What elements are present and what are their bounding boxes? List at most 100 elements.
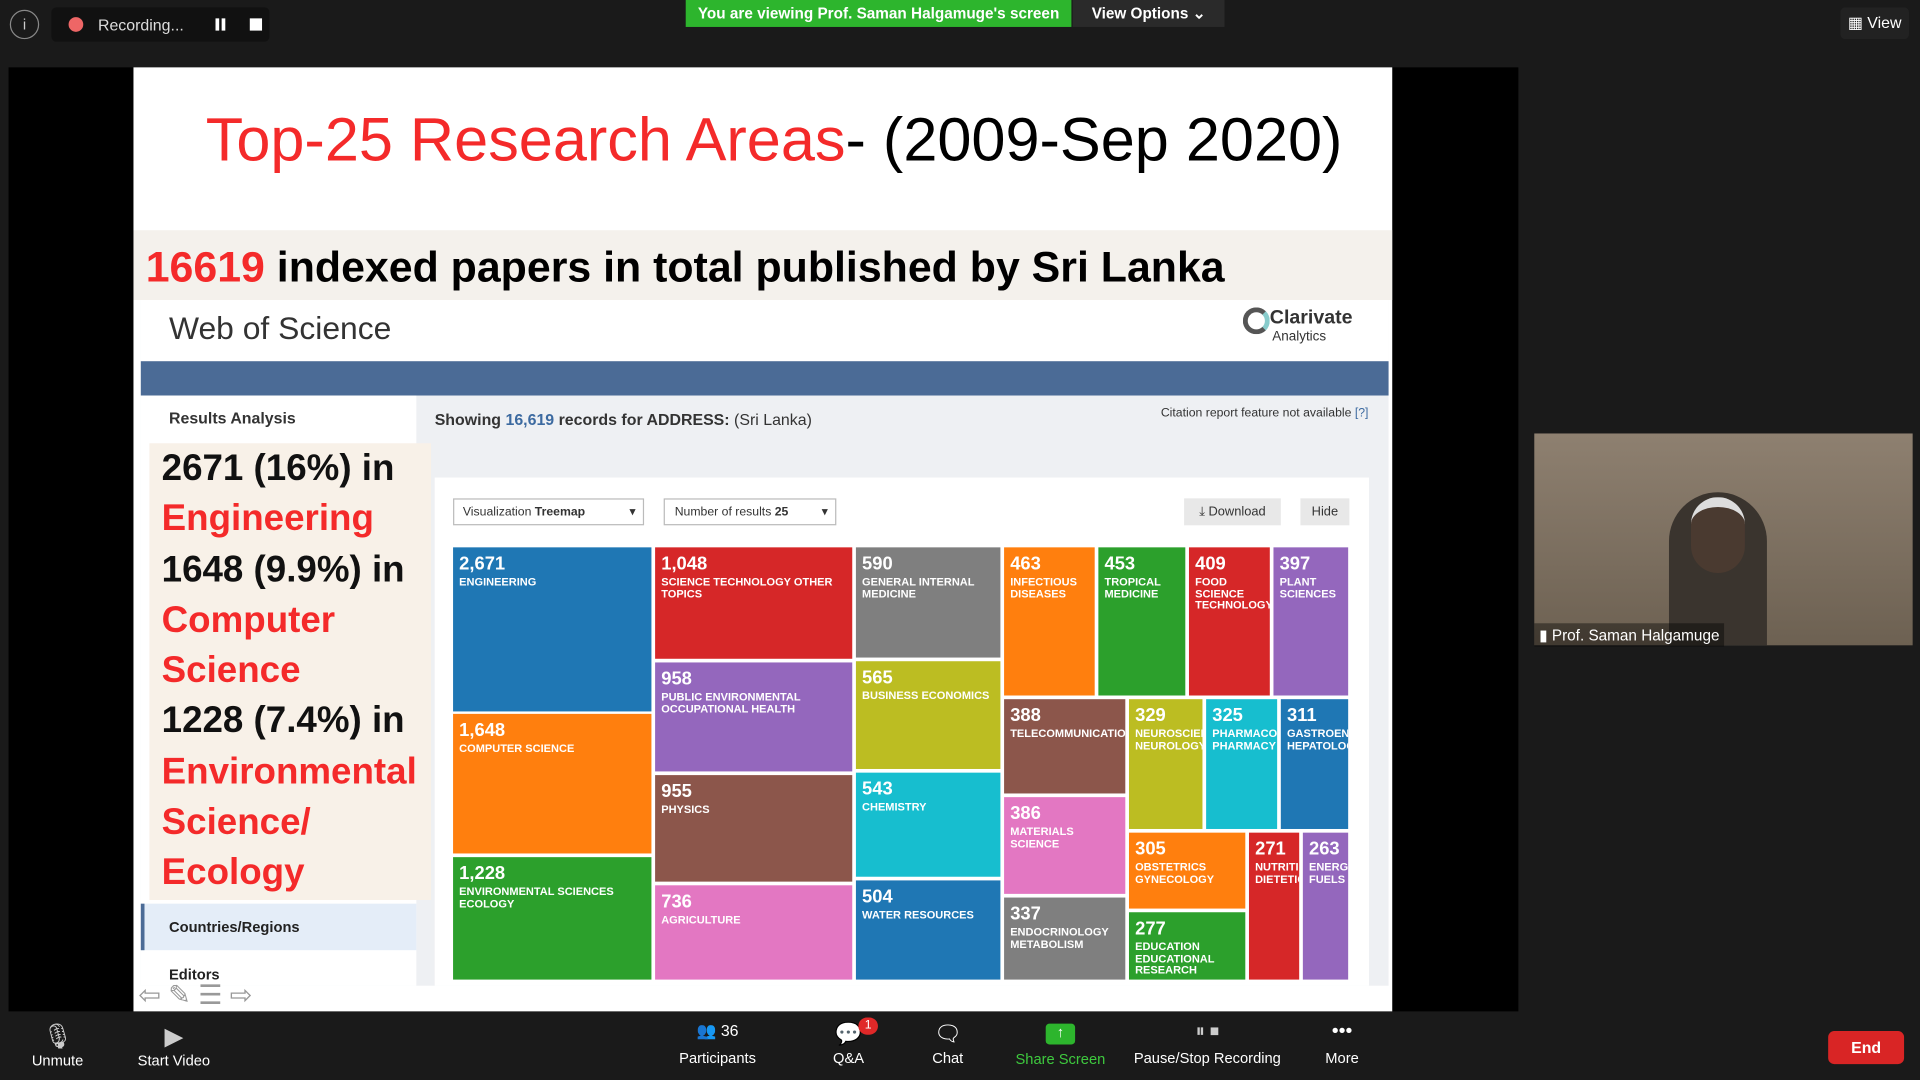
participant-name: ▮ Prof. Saman Halgamuge	[1534, 623, 1725, 647]
treemap-cell: 463 INFECTIOUS DISEASES	[1004, 547, 1095, 696]
cell-label: OBSTETRICS GYNECOLOGY	[1135, 860, 1215, 885]
pause-rec[interactable]	[215, 18, 220, 31]
treemap-cell: 1,228 ENVIRONMENTAL SCIENCES ECOLOGY	[453, 857, 652, 980]
citation: Citation report feature not available	[1160, 406, 1352, 420]
view-label: View	[1867, 13, 1902, 32]
treemap-cell: 453 TROPICAL MEDICINE	[1098, 547, 1186, 696]
cell-value: 325	[1212, 705, 1243, 727]
analytics: Analytics	[1272, 329, 1327, 345]
recording-panel: Recording...	[51, 7, 270, 42]
stop-rec[interactable]	[249, 18, 263, 31]
end-label: End	[1851, 1038, 1882, 1057]
cell-label: TROPICAL MEDICINE	[1104, 575, 1161, 600]
cell-label: SCIENCE TECHNOLOGY OTHER TOPICS	[661, 575, 833, 600]
video-tile: ▮ Prof. Saman Halgamuge	[1534, 433, 1913, 647]
wos-brand: Web of Science	[168, 309, 392, 347]
download-btn[interactable]: ⤓ Download	[1184, 498, 1281, 526]
treemap-cell: 2,671 ENGINEERING	[453, 547, 652, 712]
note-line: Engineering	[161, 498, 374, 540]
treemap-cell: 736 AGRICULTURE	[655, 885, 853, 980]
treemap-cell: 305 OBSTETRICS GYNECOLOGY	[1128, 832, 1246, 909]
showing-line: Showing 16,619 records for ADDRESS: (Sri…	[435, 410, 812, 428]
participants[interactable]: 👥 36 Participants	[679, 1021, 756, 1067]
note-line: Environmental	[161, 751, 417, 792]
cell-label: FOOD SCIENCE TECHNOLOGY	[1195, 575, 1270, 612]
start-video[interactable]: ▶ Start Video	[137, 1023, 211, 1069]
view-button[interactable]: ▦ View	[1840, 7, 1909, 40]
address: (Sri Lanka)	[734, 410, 812, 429]
cell-label: WATER RESOURCES	[862, 908, 974, 921]
note-line: 2671 (16%) in	[161, 448, 395, 489]
cell-label: GASTROENT HEPATOLOG	[1286, 727, 1349, 752]
cell-label: GENERAL INTERNAL MEDICINE	[862, 575, 975, 600]
cell-value: 263	[1308, 838, 1340, 860]
countries-row[interactable]	[140, 903, 417, 951]
cell-label: PHYSICS	[661, 803, 710, 816]
cell-label: ENGINEERING	[459, 575, 537, 588]
view-options[interactable]: View Options ⌄	[1072, 0, 1225, 27]
editors[interactable]: Editors	[168, 966, 220, 984]
cell-value: 1,048	[661, 553, 708, 575]
cell-value: 386	[1010, 803, 1041, 825]
more-label: More	[1325, 1049, 1359, 1067]
cell-label: ENERG FUELS	[1308, 860, 1349, 885]
num-label: Number of results	[674, 505, 772, 520]
viz-select[interactable]: Visualization Treemap ▾	[453, 498, 645, 526]
total-red: 16619	[145, 243, 265, 292]
qa[interactable]: 💬 Q&A 1	[824, 1017, 878, 1067]
hide-btn[interactable]: Hide	[1300, 498, 1350, 526]
clarivate: Clarivate	[1269, 307, 1353, 329]
viz-value: Treemap	[534, 505, 586, 520]
citation-note: Citation report feature not available [?…	[1161, 407, 1369, 420]
note-line: Science/	[161, 802, 311, 843]
num-select[interactable]: Number of results 25 ▾	[663, 498, 837, 526]
title-black: - (2009-Sep 2020)	[845, 105, 1343, 174]
slide-title: Top-25 Research Areas- (2009-Sep 2020)	[206, 104, 1343, 175]
cell-value: 463	[1010, 553, 1041, 575]
viz-label: Visualization	[462, 505, 532, 520]
treemap-cell: 397 PLANT SCIENCES	[1273, 547, 1349, 696]
end-button[interactable]: End	[1828, 1031, 1905, 1065]
treemap-cell: 337 ENDOCRINOLOGY METABOLISM	[1004, 897, 1126, 980]
more[interactable]: ••• More	[1325, 1021, 1359, 1067]
start-video-label: Start Video	[137, 1051, 211, 1069]
cell-label: TELECOMMUNICATIO	[1010, 727, 1126, 740]
participant-count: 36	[720, 1021, 739, 1040]
slide-controls[interactable]: ⇦✎☰⇨	[138, 979, 260, 1011]
note-line: Computer	[161, 599, 336, 641]
cell-label: PLANT SCIENCES	[1279, 575, 1336, 600]
cell-value: 590	[862, 553, 893, 575]
treemap-cell: 1,648 COMPUTER SCIENCE	[453, 713, 652, 854]
total-line: 16619 indexed papers in total published …	[146, 244, 1225, 293]
info-icon[interactable]: i	[9, 9, 40, 40]
title-red: Top-25 Research Areas	[205, 105, 846, 174]
cell-value: 337	[1010, 903, 1041, 925]
cell-label: INFECTIOUS DISEASES	[1010, 575, 1077, 600]
treemap-cell: 409 FOOD SCIENCE TECHNOLOGY	[1188, 547, 1270, 696]
treemap-cell: 388 TELECOMMUNICATIO	[1004, 699, 1126, 794]
note-line: Science	[161, 650, 301, 691]
pause-stop[interactable]: ⏸ ⏹ Pause/Stop Recording	[1133, 1021, 1281, 1067]
num-value: 25	[774, 505, 789, 520]
cell-label: NEUROSCIEN NEUROLOGY	[1135, 727, 1203, 752]
treemap-cell: 590 GENERAL INTERNAL MEDICINE	[855, 547, 1001, 658]
cell-label: MATERIALS SCIENCE	[1010, 825, 1074, 850]
cell-value: 958	[661, 668, 692, 690]
chat[interactable]: 🗨 Chat	[932, 1021, 964, 1067]
unmute[interactable]: 🎙 Unmute	[31, 1023, 84, 1069]
treemap-cell: 565 BUSINESS ECONOMICS	[855, 661, 1001, 769]
sharing-banner: You are viewing Prof. Saman Halgamuge's …	[685, 0, 1072, 27]
total-text: indexed papers in total published by Sri…	[276, 243, 1225, 292]
video-name: Prof. Saman Halgamuge	[1551, 626, 1720, 645]
share[interactable]: ↑ Share Screen	[1015, 1023, 1106, 1068]
cell-label: NUTRITI DIETETIC	[1255, 860, 1299, 885]
cell-value: 409	[1195, 553, 1226, 575]
view-options-label: View Options	[1091, 4, 1189, 23]
cell-value: 277	[1135, 918, 1166, 940]
results-analysis: Results Analysis	[168, 408, 296, 428]
countries[interactable]: Countries/Regions	[168, 918, 300, 936]
cell-value: 388	[1010, 705, 1041, 727]
treemap-cell: 325 PHARMACOL PHARMACY	[1206, 699, 1278, 829]
help[interactable]: [?]	[1354, 406, 1369, 420]
